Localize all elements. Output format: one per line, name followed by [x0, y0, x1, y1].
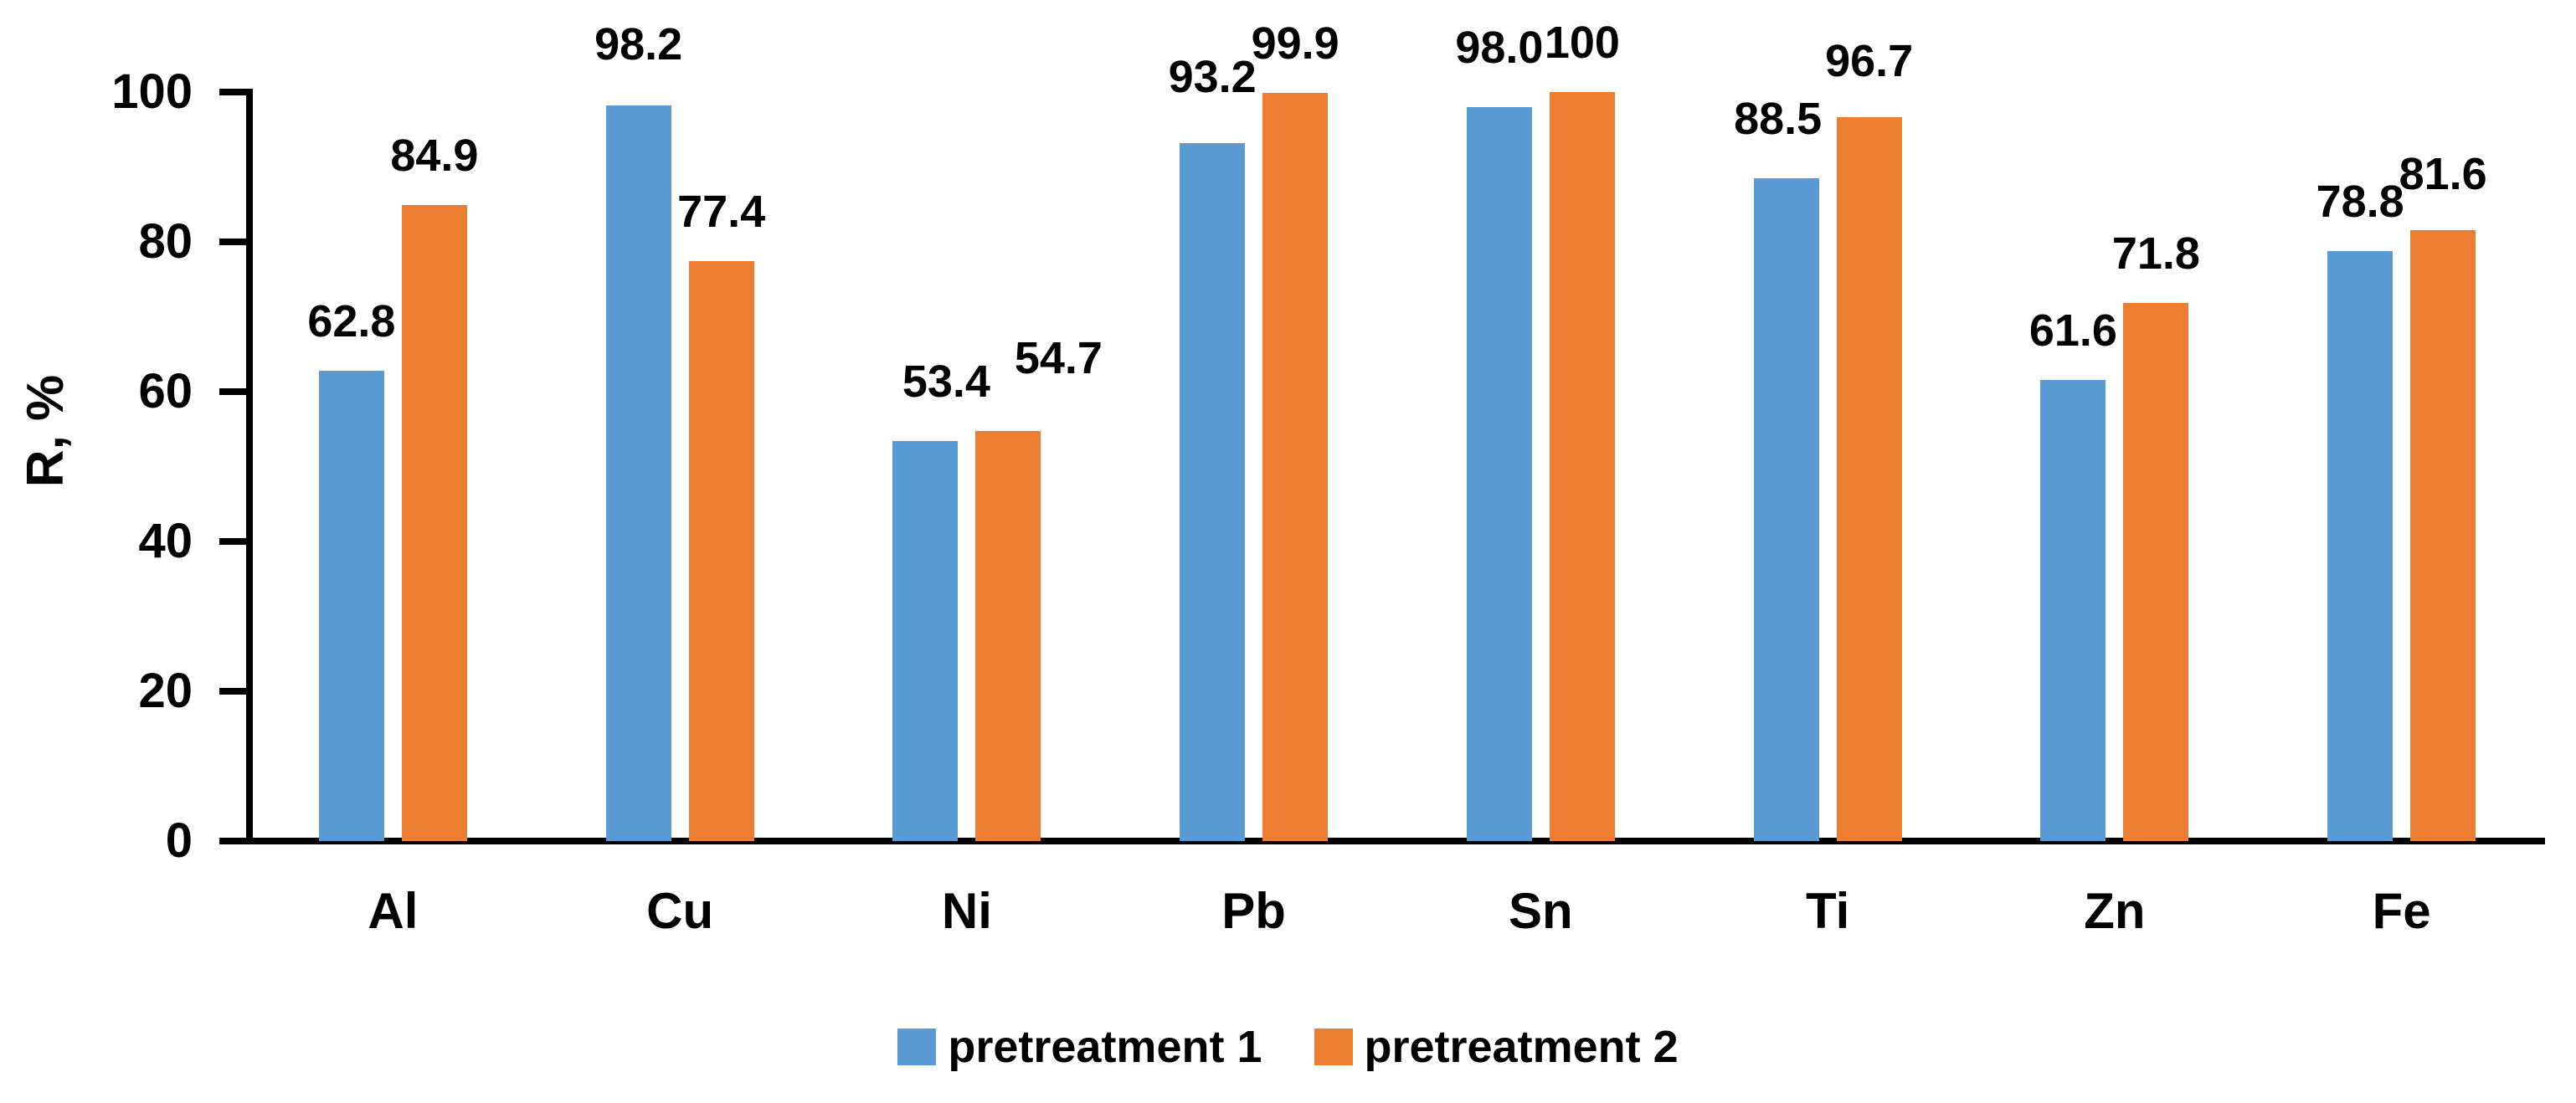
bar-value-label: 93.2: [1168, 51, 1257, 102]
bar: [318, 370, 384, 841]
legend: pretreatment 1 pretreatment 2: [0, 1023, 2576, 1071]
bar: [2040, 379, 2106, 841]
bar: [1753, 177, 1819, 841]
x-category-label: Ti: [1806, 883, 1850, 939]
bar: [688, 261, 754, 841]
y-tick-mark: [219, 388, 249, 395]
y-tick-label: 80: [138, 214, 193, 269]
x-category-label: Sn: [1509, 883, 1573, 939]
bar: [1836, 116, 1902, 841]
bar: [892, 441, 959, 841]
bar-value-label: 54.7: [1014, 333, 1103, 384]
bar-value-label: 100: [1544, 18, 1620, 68]
x-category-label: Cu: [646, 883, 714, 939]
bar: [605, 105, 671, 841]
y-tick-label: 40: [138, 514, 193, 568]
x-category-label: Fe: [2372, 883, 2431, 939]
x-category-label: Ni: [941, 883, 992, 939]
x-category-label: Zn: [2084, 883, 2146, 939]
bar-value-label: 62.8: [307, 295, 396, 346]
x-category-label: Pb: [1221, 883, 1286, 939]
y-tick-mark: [219, 89, 249, 95]
y-tick-label: 0: [165, 813, 193, 868]
bar-value-label: 53.4: [902, 357, 990, 408]
legend-label: pretreatment 1: [948, 1022, 1262, 1072]
bar-value-label: 78.8: [2316, 176, 2404, 227]
legend-swatch-icon: [897, 1029, 937, 1065]
bar: [2327, 250, 2393, 841]
legend-label: pretreatment 2: [1364, 1022, 1679, 1072]
bar-value-label: 99.9: [1251, 18, 1339, 69]
bar-value-label: 77.4: [677, 187, 766, 238]
bar-value-label: 98.0: [1455, 22, 1544, 73]
y-tick-mark: [219, 538, 249, 545]
bar: [401, 205, 467, 841]
bar: [2410, 229, 2476, 841]
y-axis-line: [246, 89, 253, 844]
bar-value-label: 61.6: [2028, 305, 2117, 356]
y-tick-label: 20: [138, 664, 193, 718]
bar: [2123, 303, 2189, 841]
x-category-label: Al: [368, 883, 419, 939]
y-tick-label: 60: [138, 364, 193, 418]
y-tick-mark: [219, 239, 249, 245]
bar: [975, 431, 1041, 841]
bar-value-label: 98.2: [594, 19, 683, 70]
bar-value-label: 96.7: [1825, 35, 1914, 86]
y-tick-mark: [219, 688, 249, 695]
y-tick-label: 100: [111, 64, 193, 119]
bar: [1466, 106, 1532, 841]
y-axis-title: R, %: [17, 374, 75, 488]
legend-item: pretreatment 1: [897, 1023, 1262, 1071]
bar: [1549, 92, 1615, 841]
y-tick-mark: [219, 838, 249, 844]
bar-value-label: 84.9: [390, 131, 479, 182]
legend-swatch-icon: [1314, 1029, 1353, 1065]
legend-item: pretreatment 2: [1314, 1023, 1679, 1071]
bar-value-label: 81.6: [2399, 148, 2487, 199]
bar-value-label: 71.8: [2111, 228, 2200, 280]
x-axis-line: [246, 838, 2545, 844]
bar: [1180, 142, 1246, 841]
bar-value-label: 88.5: [1734, 93, 1823, 144]
bar: [1262, 92, 1329, 841]
